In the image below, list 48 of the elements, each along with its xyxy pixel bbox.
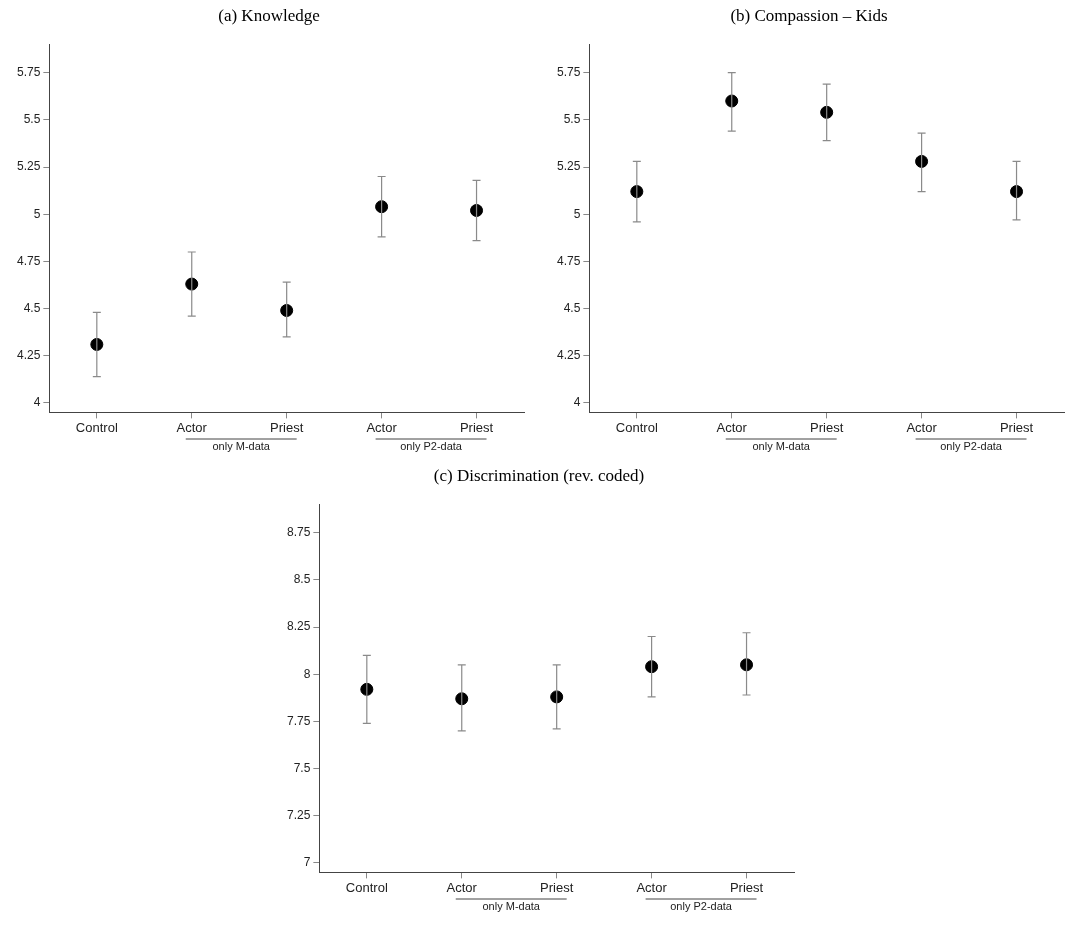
x-tick-label: Priest — [729, 879, 764, 895]
y-tick-label: 4.25 — [17, 348, 41, 363]
x-tick-label: Control — [615, 419, 658, 435]
y-tick-label: 4.5 — [23, 300, 41, 315]
x-tick-label: Control — [75, 419, 118, 435]
y-tick-label: 5.25 — [17, 159, 41, 174]
y-tick-label: 4.75 — [557, 253, 581, 268]
y-tick-label: 7 — [303, 855, 311, 870]
y-tick-label: 7.75 — [287, 713, 311, 728]
x-tick-label: Actor — [366, 419, 398, 435]
text: only M-data — [482, 899, 541, 912]
y-tick-label: 5 — [573, 206, 581, 221]
x-tick-label: Actor — [716, 419, 748, 435]
text: only P2-data — [400, 439, 463, 452]
x-tick-label: Actor — [446, 879, 478, 895]
y-tick-label: 8 — [303, 666, 311, 681]
x-tick-label: Actor — [906, 419, 938, 435]
y-tick-label: 4.25 — [557, 348, 581, 363]
y-tick-label: 5 — [33, 206, 41, 221]
text: only M-data — [752, 439, 811, 452]
x-tick-label: Priest — [810, 419, 844, 435]
y-tick-label: 4 — [573, 395, 581, 410]
chart-title: (c) Discrimination (rev. coded) — [433, 465, 645, 485]
text: only P2-data — [670, 899, 733, 912]
x-tick-label: Priest — [459, 419, 494, 435]
y-tick-label: 7.25 — [287, 808, 311, 823]
y-tick-label: 5.75 — [557, 65, 581, 80]
text: only P2-data — [940, 439, 1003, 452]
y-tick-label: 5.5 — [563, 112, 581, 127]
text: only M-data — [212, 439, 271, 452]
x-tick-label: Actor — [636, 879, 668, 895]
y-tick-label: 8.5 — [293, 572, 311, 587]
y-tick-label: 4.75 — [17, 253, 41, 268]
y-tick-label: 4 — [33, 395, 41, 410]
x-tick-label: Priest — [540, 879, 574, 895]
chart-title: (b) Compassion – Kids — [730, 5, 888, 25]
y-tick-label: 7.5 — [293, 760, 311, 775]
y-tick-label: 8.25 — [287, 619, 311, 634]
y-tick-label: 5.75 — [17, 65, 41, 80]
y-tick-label: 5.25 — [557, 159, 581, 174]
x-tick-label: Priest — [270, 419, 304, 435]
x-tick-label: Control — [345, 879, 388, 895]
y-tick-label: 4.5 — [563, 300, 581, 315]
x-tick-label: Actor — [176, 419, 208, 435]
y-tick-label: 5.5 — [23, 112, 41, 127]
chart-title: (a) Knowledge — [218, 5, 320, 25]
y-tick-label: 8.75 — [287, 525, 311, 540]
x-tick-label: Priest — [999, 419, 1034, 435]
